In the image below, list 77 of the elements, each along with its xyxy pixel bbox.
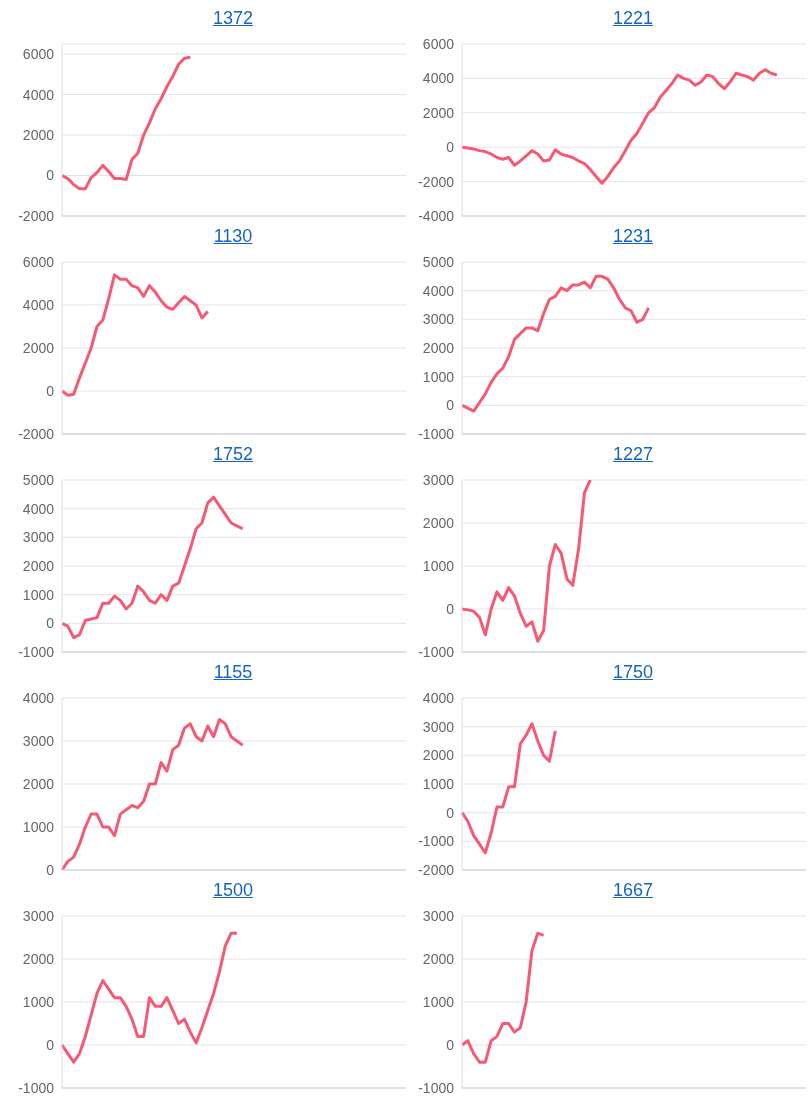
y-tick-label: 2000: [422, 747, 455, 764]
y-tick-label: 4000: [422, 689, 455, 706]
y-tick-label: 4000: [422, 70, 455, 87]
y-tick-label: 0: [46, 1036, 55, 1053]
chart-title: 1750: [612, 662, 654, 682]
line-series: [460, 722, 557, 855]
y-tick-label: 2000: [22, 339, 55, 356]
line-series: [460, 931, 546, 1064]
y-tick-label: 3000: [422, 907, 455, 924]
y-tick-label: 3000: [22, 732, 55, 749]
y-tick-label: -2000: [18, 425, 55, 442]
y-tick-label: 0: [46, 167, 55, 184]
chart-title: 1130: [213, 226, 253, 246]
y-tick-label: 4000: [22, 689, 55, 706]
chart-title: 1372: [212, 8, 254, 28]
y-tick-label: 2000: [422, 950, 455, 967]
y-tick-label: -2000: [418, 861, 455, 878]
y-tick-label: -1000: [18, 643, 55, 660]
y-tick-label: 2000: [22, 775, 55, 792]
y-tick-label: 3000: [22, 529, 55, 546]
y-tick-label: 5000: [422, 253, 455, 270]
y-tick-label: 4000: [422, 282, 455, 299]
y-tick-label: 6000: [22, 46, 55, 63]
chart-title: 1221: [612, 8, 654, 28]
y-tick-label: 2000: [22, 557, 55, 574]
y-tick-label: 1000: [22, 993, 55, 1010]
y-tick-label: 2000: [422, 104, 455, 121]
y-tick-label: 2000: [22, 950, 55, 967]
y-tick-label: -4000: [418, 207, 455, 224]
y-tick-label: 2000: [422, 514, 455, 531]
y-tick-label: -1000: [418, 833, 455, 850]
y-tick-label: 3000: [422, 718, 455, 735]
y-tick-label: 4000: [22, 86, 55, 103]
chart-title: 1227: [612, 444, 654, 464]
chart-title: 1667: [612, 880, 654, 900]
y-tick-label: 1000: [422, 775, 455, 792]
y-tick-label: -1000: [418, 1079, 455, 1096]
line-series: [60, 273, 210, 397]
y-tick-label: 1000: [22, 818, 55, 835]
y-tick-label: 4000: [22, 296, 55, 313]
y-tick-label: -2000: [18, 207, 55, 224]
line-series: [60, 718, 245, 870]
y-tick-label: 1000: [422, 368, 455, 385]
y-tick-label: 1000: [422, 993, 455, 1010]
line-series: [460, 274, 651, 413]
line-series: [60, 495, 245, 640]
y-tick-label: 2000: [22, 127, 55, 144]
y-tick-label: 5000: [22, 471, 55, 488]
y-tick-label: 1000: [422, 557, 455, 574]
line-series: [60, 55, 192, 191]
y-tick-label: -1000: [18, 1079, 55, 1096]
y-tick-label: 6000: [422, 35, 455, 52]
chart-title: 1752: [212, 444, 254, 464]
y-tick-label: 0: [446, 139, 455, 156]
y-tick-label: 1000: [22, 586, 55, 603]
y-tick-label: 2000: [422, 339, 455, 356]
line-series: [460, 480, 592, 643]
y-tick-label: 0: [446, 600, 455, 617]
y-tick-label: 3000: [422, 471, 455, 488]
chart-title: 1500: [212, 880, 254, 900]
line-series: [60, 931, 239, 1064]
y-tick-label: 0: [46, 615, 55, 632]
chart-title: 1231: [612, 226, 654, 246]
y-tick-label: 6000: [22, 253, 55, 270]
y-tick-label: 0: [446, 1036, 455, 1053]
y-tick-label: 0: [46, 382, 55, 399]
y-tick-label: -2000: [418, 173, 455, 190]
y-tick-label: 0: [46, 861, 55, 878]
y-tick-label: -1000: [418, 643, 455, 660]
y-tick-label: 4000: [22, 500, 55, 517]
y-tick-label: 0: [446, 397, 455, 414]
chart-title: 1155: [213, 662, 253, 682]
y-tick-label: 0: [446, 804, 455, 821]
y-tick-label: -1000: [418, 425, 455, 442]
y-tick-label: 3000: [422, 311, 455, 328]
line-series: [460, 68, 779, 185]
y-tick-label: 3000: [22, 907, 55, 924]
